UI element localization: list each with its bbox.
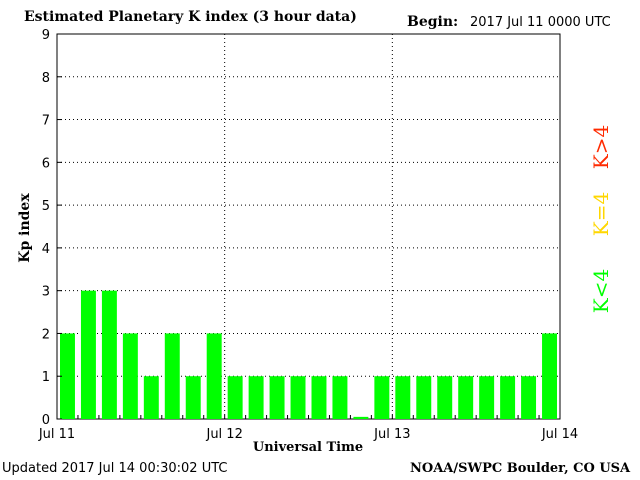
kp-bar: [500, 376, 516, 419]
kp-bar: [437, 376, 453, 419]
kp-bar: [374, 376, 390, 419]
y-tick-label: 1: [42, 370, 50, 385]
y-tick-label: 9: [42, 28, 50, 43]
chart-title: Estimated Planetary K index (3 hour data…: [24, 9, 357, 25]
updated-timestamp: Updated 2017 Jul 14 00:30:02 UTC: [2, 461, 228, 476]
begin-label: Begin:: [407, 14, 459, 30]
grid-lines: [57, 34, 560, 419]
kp-bar: [80, 290, 96, 419]
legend-k-greater-4: K>4: [589, 124, 613, 170]
kp-bar: [416, 376, 432, 419]
kp-bar: [60, 333, 75, 419]
x-axis-label: Universal Time: [252, 440, 364, 455]
y-tick-label: 8: [42, 71, 50, 86]
kp-bar: [542, 333, 557, 419]
kp-bar: [353, 416, 369, 419]
x-tick-label: Jul 13: [373, 427, 410, 442]
x-tick-label: Jul 14: [541, 427, 578, 442]
y-tick-label: 3: [42, 285, 50, 300]
y-tick-label: 5: [42, 199, 50, 214]
y-tick-label: 0: [42, 413, 50, 428]
kp-bar: [101, 290, 117, 419]
x-tick-label: Jul 12: [205, 427, 242, 442]
kp-bar: [521, 376, 537, 419]
kp-bar: [143, 376, 159, 419]
kp-bar: [269, 376, 285, 419]
legend-k-less-4: K<4: [589, 268, 613, 314]
x-axis-ticks: Jul 11 Jul 12 Jul 13 Jul 14: [38, 415, 578, 442]
kp-bar: [206, 333, 222, 419]
kp-bar: [164, 333, 180, 419]
y-axis-label: Kp index: [17, 193, 33, 263]
kp-bar: [227, 376, 243, 419]
bars: [60, 290, 557, 419]
kp-bar: [122, 333, 138, 419]
kp-bar: [311, 376, 327, 419]
y-tick-label: 4: [42, 242, 50, 257]
kp-bar: [479, 376, 495, 419]
kp-bar: [185, 376, 201, 419]
y-tick-label: 2: [42, 327, 50, 342]
kp-bar: [332, 376, 348, 419]
kp-bar: [248, 376, 264, 419]
begin-value: 2017 Jul 11 0000 UTC: [470, 15, 611, 30]
y-tick-label: 6: [42, 156, 50, 171]
kp-bar: [458, 376, 474, 419]
x-tick-label: Jul 11: [38, 427, 75, 442]
y-axis-ticks: 0 1 2 3 4 5 6 7 8 9: [42, 28, 62, 428]
kp-bar: [290, 376, 306, 419]
source-credit: NOAA/SWPC Boulder, CO USA: [410, 461, 631, 476]
kp-bar: [395, 376, 411, 419]
legend-k-equal-4: K=4: [589, 191, 613, 237]
y-tick-label: 7: [42, 114, 50, 129]
